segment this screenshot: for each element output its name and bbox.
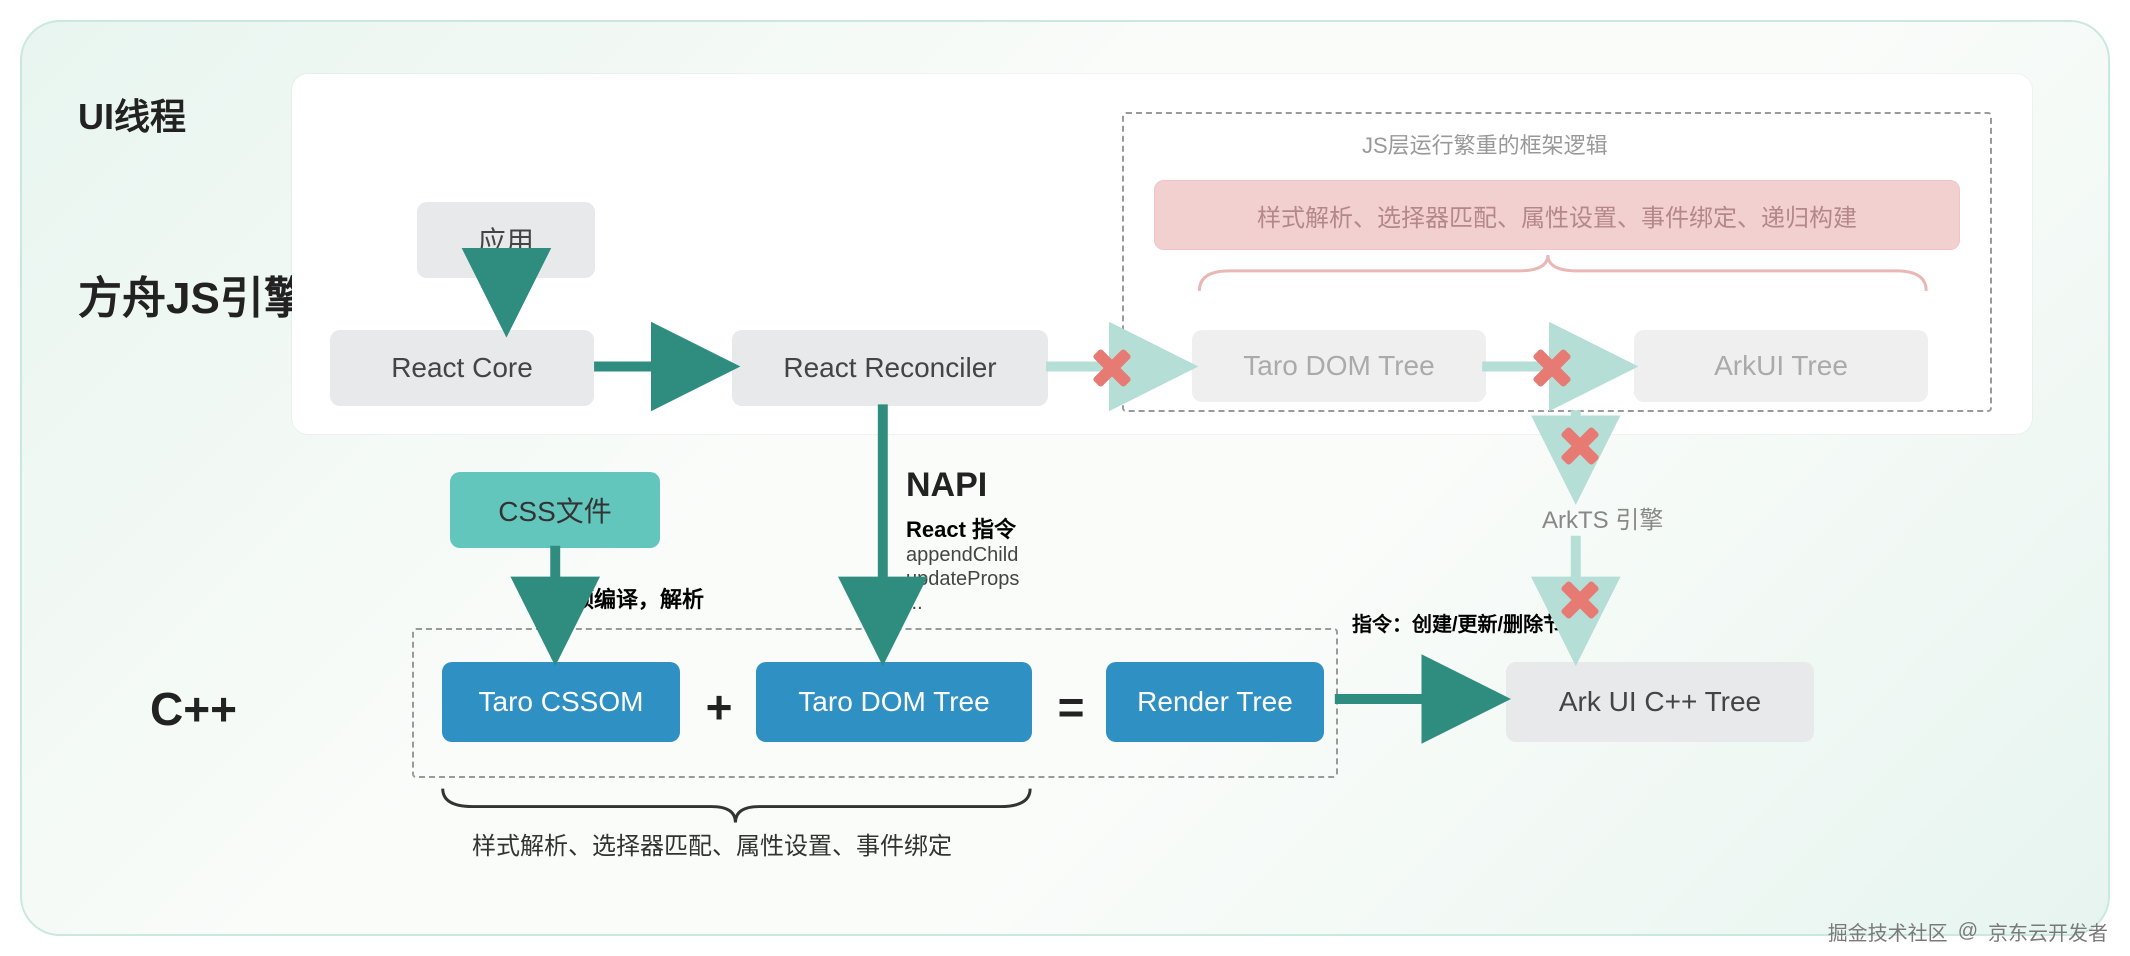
label-js-heavy: JS层运行繁重的框架逻辑	[1362, 128, 1608, 160]
label-instruction: 指令：创建/更新/删除节点	[1352, 608, 1583, 637]
node-css-file: CSS文件	[450, 472, 660, 548]
label-ui-thread: UI线程	[78, 88, 186, 140]
label-cpp: C++	[150, 682, 237, 736]
node-taro-dom-bottom: Taro DOM Tree	[756, 662, 1032, 742]
label-ark-js-engine: 方舟JS引擎	[78, 262, 308, 326]
diagram-frame: UI线程 方舟JS引擎 C++ 应用 React Core React Reco…	[20, 20, 2110, 936]
op-plus: +	[694, 680, 744, 734]
label-bottom-curly: 样式解析、选择器匹配、属性设置、事件绑定	[472, 826, 952, 861]
label-napi: NAPI	[906, 466, 987, 505]
node-app: 应用	[417, 202, 595, 278]
xmark-3	[1558, 424, 1602, 468]
node-taro-dom-top: Taro DOM Tree	[1192, 330, 1486, 402]
label-react-cmd-3: ...	[906, 590, 923, 616]
node-arkui-cpp-tree: Ark UI C++ Tree	[1506, 662, 1814, 742]
label-precompile: 预编译，解析	[572, 582, 704, 614]
label-react-cmd-2: updateProps	[906, 566, 1019, 592]
label-react-cmd-title: React 指令	[906, 512, 1016, 544]
op-equals: =	[1046, 680, 1096, 734]
watermark: 掘金技术社区 @ 京东云开发者	[1828, 917, 2108, 946]
node-pink-summary: 样式解析、选择器匹配、属性设置、事件绑定、递归构建	[1154, 180, 1960, 250]
at-icon: @	[1958, 920, 1978, 943]
node-taro-cssom: Taro CSSOM	[442, 662, 680, 742]
node-arkui-tree: ArkUI Tree	[1634, 330, 1928, 402]
node-render-tree: Render Tree	[1106, 662, 1324, 742]
xmark-2	[1530, 346, 1574, 390]
node-react-core: React Core	[330, 330, 594, 406]
label-react-cmd-1: appendChild	[906, 542, 1018, 568]
watermark-left: 掘金技术社区	[1828, 917, 1948, 946]
watermark-right: 京东云开发者	[1988, 917, 2108, 946]
node-react-reconciler: React Reconciler	[732, 330, 1048, 406]
xmark-1	[1090, 346, 1134, 390]
xmark-4	[1558, 578, 1602, 622]
label-arkts-engine: ArkTS 引擎	[1542, 500, 1663, 535]
